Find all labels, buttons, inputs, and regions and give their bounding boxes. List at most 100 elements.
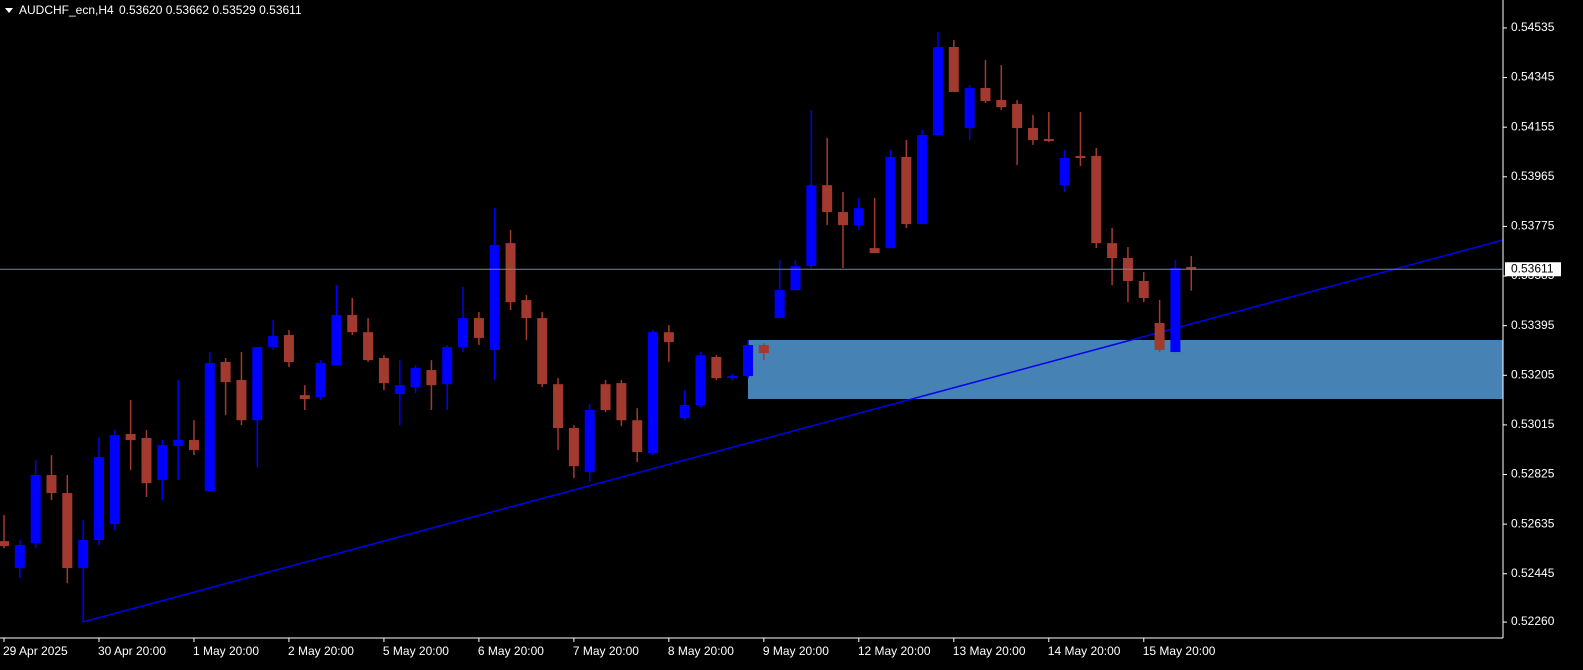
candle-body	[1043, 138, 1054, 142]
x-tick-label: 2 May 20:00	[288, 644, 354, 658]
candle-body	[505, 243, 516, 303]
candle-body	[632, 420, 643, 453]
candle-body	[394, 385, 405, 395]
chart-title: AUDCHF_ecn,H4	[19, 3, 114, 17]
support-zone	[748, 340, 1503, 399]
candle-body	[347, 314, 358, 333]
candle-body	[489, 244, 500, 350]
candle-body	[1186, 266, 1197, 270]
candle-body	[141, 437, 152, 484]
candle-body	[537, 318, 548, 385]
candle-body	[932, 47, 943, 136]
y-tick-label: 0.53015	[1511, 417, 1555, 431]
candle-body	[853, 208, 864, 226]
x-tick-label: 9 May 20:00	[763, 644, 829, 658]
candle-body	[426, 370, 437, 386]
candle-body	[964, 88, 975, 128]
candle-body	[837, 212, 848, 226]
candle-body	[410, 367, 421, 388]
candle-body	[109, 435, 120, 525]
candle-body	[996, 100, 1007, 108]
candle-body	[1138, 281, 1149, 298]
x-tick-label: 30 Apr 20:00	[98, 644, 166, 658]
x-tick-label: 13 May 20:00	[953, 644, 1026, 658]
candle-body	[331, 314, 342, 366]
x-tick-label: 5 May 20:00	[383, 644, 449, 658]
y-tick-label: 0.53775	[1511, 219, 1555, 233]
ohlc-info: 0.53620 0.53662 0.53529 0.53611	[119, 3, 302, 17]
x-tick-label: 6 May 20:00	[478, 644, 544, 658]
candle-body	[1107, 243, 1118, 259]
x-tick-label: 15 May 20:00	[1143, 644, 1216, 658]
y-tick-label: 0.53205	[1511, 367, 1555, 381]
candle-body	[1075, 155, 1086, 158]
candle-body	[822, 185, 833, 213]
candle-body	[315, 363, 326, 397]
y-tick-label: 0.53965	[1511, 169, 1555, 183]
candle-body	[378, 358, 389, 384]
candle-body	[758, 344, 769, 354]
candle-body	[0, 541, 9, 547]
candle-body	[14, 545, 25, 569]
last-price-label: 0.53611	[1511, 261, 1554, 275]
candle-body	[173, 440, 184, 447]
candle-body	[220, 361, 231, 383]
candle-body	[568, 428, 579, 467]
x-tick-label: 14 May 20:00	[1048, 644, 1121, 658]
x-tick-label: 29 Apr 2025	[3, 644, 68, 658]
candle-body	[1012, 103, 1023, 128]
y-tick-label: 0.52635	[1511, 516, 1555, 530]
candle-body	[62, 493, 73, 569]
candle-body	[1091, 155, 1102, 244]
x-tick-label: 1 May 20:00	[193, 644, 259, 658]
candle-body	[473, 318, 484, 338]
candle-body	[521, 300, 532, 319]
candle-body	[790, 266, 801, 291]
candle-body	[616, 383, 627, 421]
candle-body	[600, 384, 611, 411]
candle-body	[157, 445, 168, 481]
menu-arrow[interactable]	[5, 8, 13, 13]
candle-body	[363, 332, 374, 361]
candle-body	[1059, 157, 1070, 186]
y-tick-label: 0.52825	[1511, 467, 1555, 481]
candle-body	[648, 332, 659, 454]
candle-body	[695, 355, 706, 406]
candle-body	[442, 347, 453, 385]
candle-body	[663, 332, 674, 343]
y-tick-label: 0.52445	[1511, 566, 1555, 580]
candle-body	[727, 376, 738, 379]
candle-body	[679, 405, 690, 419]
candle-body	[93, 457, 104, 541]
candle-body	[584, 410, 595, 473]
candle-body	[46, 475, 57, 494]
candle-body	[458, 318, 469, 348]
y-tick-label: 0.53395	[1511, 318, 1555, 332]
candle-body	[268, 336, 279, 348]
candle-body	[188, 440, 199, 450]
y-tick-label: 0.54345	[1511, 70, 1555, 84]
candle-body	[917, 135, 928, 225]
trend-line	[82, 239, 1504, 623]
x-tick-label: 7 May 20:00	[573, 644, 639, 658]
candle-body	[901, 156, 912, 225]
candle-body	[204, 363, 215, 491]
candle-body	[125, 434, 136, 441]
candle-body	[299, 395, 310, 400]
candle-body	[774, 290, 785, 319]
y-tick-label: 0.54155	[1511, 119, 1555, 133]
candle-body	[30, 475, 41, 544]
candle-body	[743, 344, 754, 377]
candle-body	[1027, 127, 1038, 140]
y-tick-label: 0.52260	[1511, 614, 1555, 628]
candle-body	[1154, 323, 1165, 350]
candle-body	[78, 540, 89, 569]
candle-body	[711, 356, 722, 379]
candle-body	[236, 379, 247, 421]
candle-body	[948, 47, 959, 92]
candle-body	[885, 156, 896, 249]
y-tick-label: 0.54535	[1511, 20, 1555, 34]
candle-body	[806, 185, 817, 267]
last-price-box	[1505, 262, 1561, 277]
